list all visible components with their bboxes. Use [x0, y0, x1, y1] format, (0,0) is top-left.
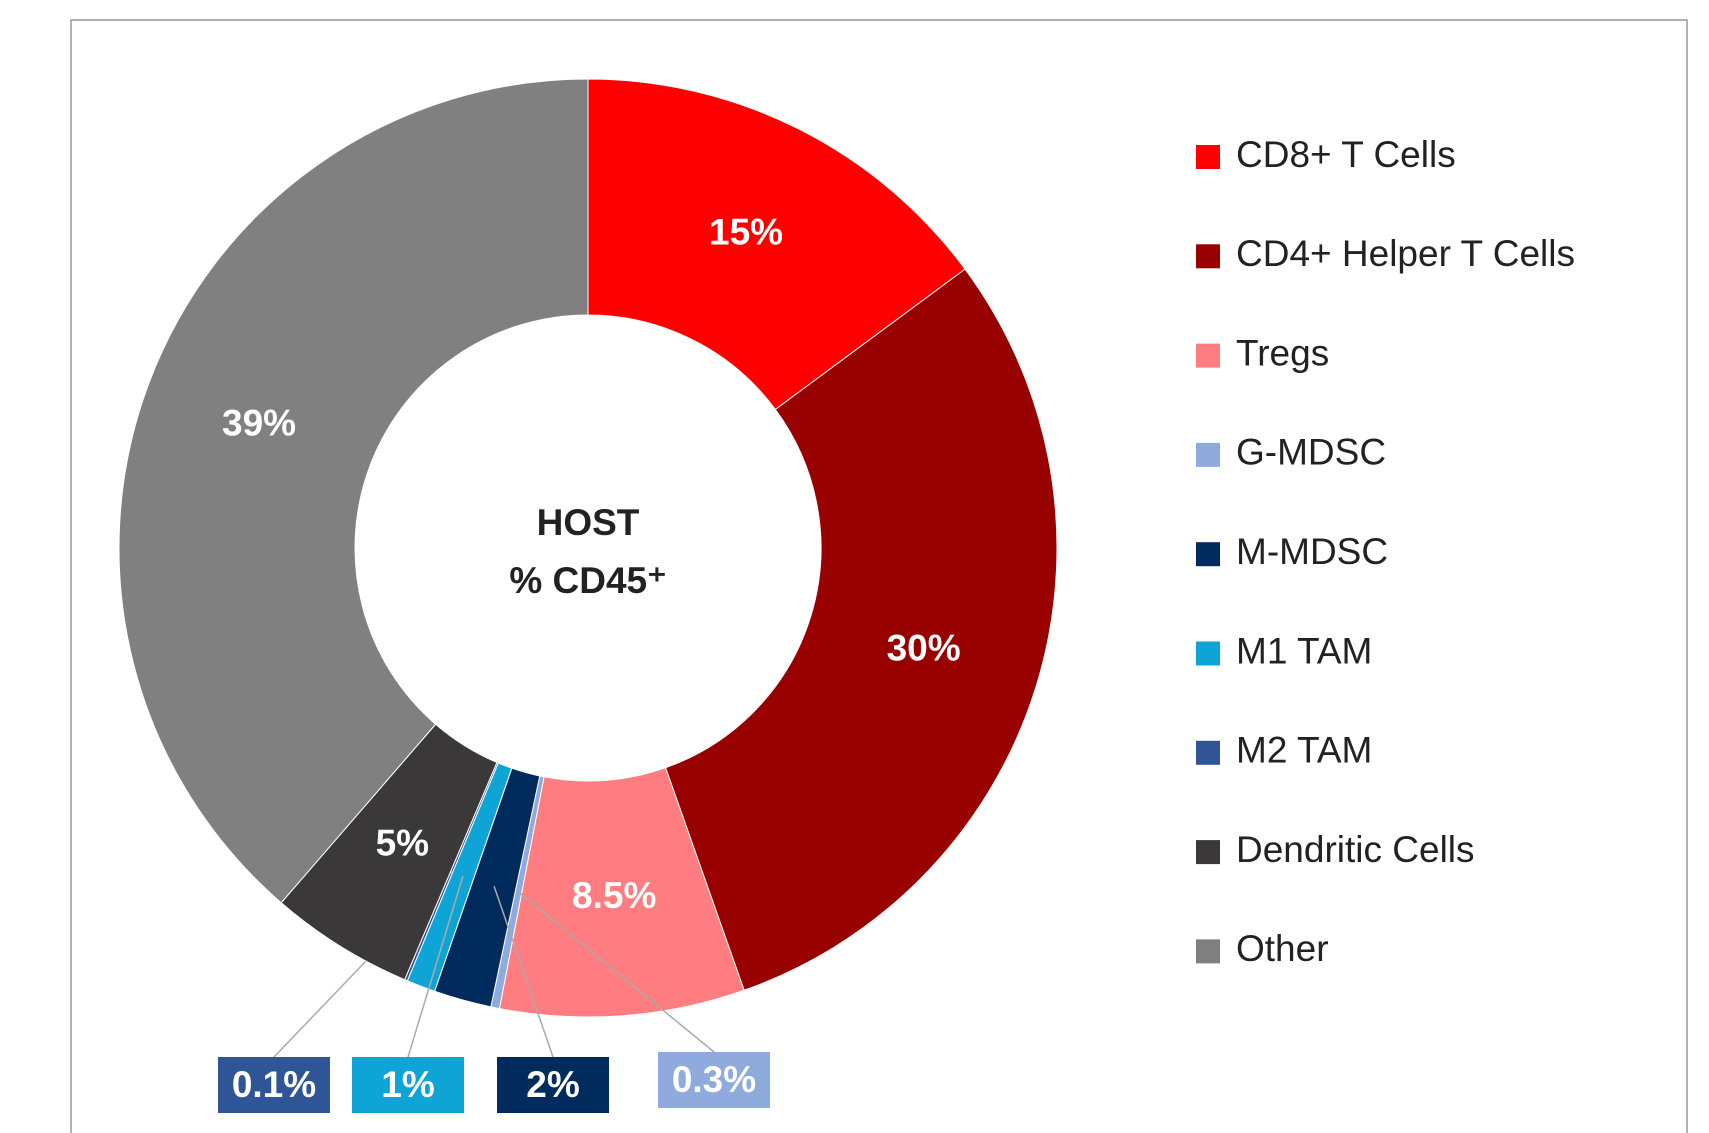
- value-label: 0.3%: [672, 1059, 756, 1100]
- legend-swatch: [1196, 740, 1220, 765]
- value-label: 8.5%: [572, 875, 656, 916]
- value-label: 1%: [381, 1064, 434, 1105]
- value-label-box: [218, 1057, 330, 1113]
- value-label: 2%: [526, 1064, 579, 1105]
- donut-slice: [664, 268, 1058, 991]
- legend-label: M-MDSC: [1236, 531, 1388, 572]
- legend-label: M1 TAM: [1236, 630, 1372, 671]
- legend-swatch: [1196, 343, 1220, 368]
- donut-slice: [118, 78, 589, 904]
- legend-swatch: [1196, 641, 1220, 666]
- legend-swatch: [1196, 442, 1220, 467]
- value-label-box: [497, 1057, 609, 1113]
- value-label: 5%: [376, 823, 429, 864]
- value-label: 0.1%: [232, 1064, 316, 1105]
- value-label-box: [658, 1052, 770, 1108]
- legend-label: CD4+ Helper T Cells: [1236, 233, 1575, 274]
- legend-swatch: [1196, 840, 1220, 865]
- value-label: 15%: [709, 211, 783, 252]
- legend-label: Tregs: [1236, 332, 1329, 373]
- legend-label: Other: [1236, 928, 1329, 969]
- center-label: % CD45⁺: [509, 560, 666, 601]
- legend-label: M2 TAM: [1236, 730, 1372, 771]
- value-label-box: [352, 1057, 464, 1113]
- legend-swatch: [1196, 244, 1220, 269]
- donut-slice: [587, 78, 966, 411]
- legend-label: CD8+ T Cells: [1236, 134, 1456, 175]
- legend-swatch: [1196, 145, 1220, 169]
- value-label: 30%: [887, 628, 961, 669]
- center-label: HOST: [537, 502, 640, 543]
- value-label: 39%: [222, 402, 296, 443]
- legend-swatch: [1196, 939, 1220, 964]
- legend-label: Dendritic Cells: [1236, 829, 1475, 870]
- legend-swatch: [1196, 542, 1220, 567]
- legend-label: G-MDSC: [1236, 432, 1386, 473]
